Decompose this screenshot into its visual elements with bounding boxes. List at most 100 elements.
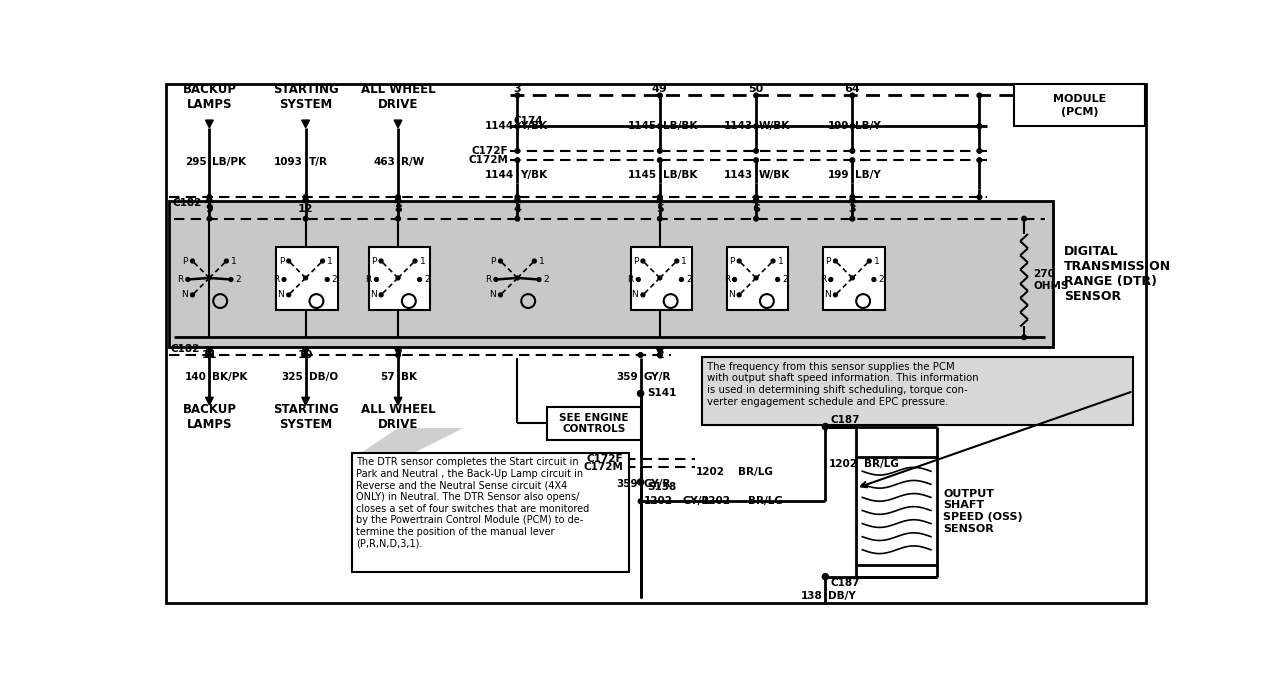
Polygon shape: [206, 397, 214, 405]
Text: 2: 2: [782, 275, 788, 284]
Circle shape: [872, 277, 876, 282]
Text: R: R: [627, 275, 634, 284]
Circle shape: [732, 277, 736, 282]
Circle shape: [754, 194, 759, 199]
Circle shape: [413, 259, 417, 263]
Circle shape: [396, 276, 399, 280]
Text: Y/BK: Y/BK: [521, 121, 548, 131]
Text: R: R: [820, 275, 826, 284]
Text: Y/BK: Y/BK: [521, 170, 548, 180]
Circle shape: [229, 277, 233, 282]
Polygon shape: [352, 428, 463, 459]
Text: MODULE: MODULE: [1053, 95, 1106, 104]
Text: N: N: [489, 290, 495, 299]
Text: OUTPUT
SHAFT
SPEED (OSS)
SENSOR: OUTPUT SHAFT SPEED (OSS) SENSOR: [943, 489, 1023, 534]
Text: 1093: 1093: [274, 158, 302, 167]
Text: 49: 49: [652, 84, 668, 95]
Circle shape: [321, 259, 325, 263]
Text: LB/PK: LB/PK: [212, 158, 247, 167]
Text: P: P: [632, 256, 639, 265]
Text: S138: S138: [646, 481, 676, 492]
Circle shape: [1021, 216, 1027, 221]
Text: 7: 7: [394, 350, 402, 360]
Text: N: N: [370, 290, 376, 299]
Circle shape: [191, 259, 195, 263]
Circle shape: [303, 194, 308, 199]
Polygon shape: [394, 347, 402, 355]
Circle shape: [658, 158, 662, 163]
Text: P: P: [279, 256, 284, 265]
Circle shape: [829, 277, 833, 282]
Circle shape: [850, 194, 855, 199]
Text: BR/LG: BR/LG: [739, 467, 773, 477]
Text: N: N: [180, 290, 188, 299]
Text: BK: BK: [401, 371, 417, 381]
Circle shape: [287, 293, 291, 296]
Text: C174: C174: [513, 116, 543, 126]
Bar: [369, 247, 430, 310]
Text: 1: 1: [681, 256, 687, 265]
Circle shape: [396, 353, 401, 357]
Text: R: R: [177, 275, 183, 284]
Text: 1145: 1145: [627, 121, 657, 131]
Circle shape: [977, 194, 982, 199]
Text: 463: 463: [372, 158, 396, 167]
Text: C172F: C172F: [471, 146, 508, 156]
Text: S141: S141: [646, 388, 676, 398]
Circle shape: [515, 93, 520, 98]
Circle shape: [850, 216, 855, 221]
Text: STARTING
SYSTEM: STARTING SYSTEM: [273, 403, 338, 430]
Text: W/BK: W/BK: [759, 121, 791, 131]
Circle shape: [532, 259, 536, 263]
Text: C182: C182: [172, 344, 200, 354]
Text: 1143: 1143: [724, 121, 753, 131]
Text: 1: 1: [230, 256, 237, 265]
Text: 325: 325: [280, 371, 302, 381]
Text: 12: 12: [298, 203, 314, 214]
Circle shape: [516, 276, 520, 280]
Circle shape: [833, 259, 837, 263]
Circle shape: [515, 149, 520, 153]
Text: 4: 4: [513, 203, 521, 214]
Circle shape: [977, 124, 982, 129]
Circle shape: [658, 93, 662, 98]
Text: R: R: [366, 275, 372, 284]
Circle shape: [658, 216, 662, 221]
Circle shape: [850, 158, 855, 163]
Circle shape: [396, 194, 401, 199]
Circle shape: [224, 259, 228, 263]
Circle shape: [977, 149, 982, 153]
Text: 1: 1: [539, 256, 545, 265]
Circle shape: [637, 390, 644, 396]
Text: LB/BK: LB/BK: [663, 121, 698, 131]
Text: DB/Y: DB/Y: [828, 591, 856, 601]
Text: BACKUP
LAMPS: BACKUP LAMPS: [182, 83, 237, 111]
Circle shape: [191, 293, 195, 296]
Bar: [631, 247, 692, 310]
Text: 2: 2: [332, 275, 338, 284]
Text: DIGITAL
TRANSMISSION
RANGE (DTR)
SENSOR: DIGITAL TRANSMISSION RANGE (DTR) SENSOR: [1064, 245, 1171, 303]
Circle shape: [850, 124, 855, 129]
Circle shape: [303, 216, 308, 221]
Text: 359: 359: [616, 371, 637, 381]
Circle shape: [637, 479, 644, 485]
Circle shape: [833, 293, 837, 296]
Circle shape: [850, 276, 854, 280]
Circle shape: [325, 277, 329, 282]
Circle shape: [776, 277, 780, 282]
Text: 359: 359: [616, 479, 637, 488]
Circle shape: [207, 216, 211, 221]
Text: The DTR sensor completes the Start circuit in
Park and Neutral , the Back-Up Lam: The DTR sensor completes the Start circu…: [356, 458, 590, 549]
Polygon shape: [513, 194, 521, 203]
Text: 1202: 1202: [828, 458, 858, 469]
Text: The frequency from this sensor supplies the PCM
with output shaft speed informat: The frequency from this sensor supplies …: [707, 362, 978, 407]
Bar: [276, 247, 338, 310]
Text: 1202: 1202: [644, 496, 673, 506]
Text: 1: 1: [874, 256, 879, 265]
Text: 1: 1: [328, 256, 333, 265]
Circle shape: [680, 277, 684, 282]
Circle shape: [494, 277, 498, 282]
Text: 2: 2: [236, 275, 241, 284]
Text: N: N: [278, 290, 284, 299]
Circle shape: [754, 124, 759, 129]
